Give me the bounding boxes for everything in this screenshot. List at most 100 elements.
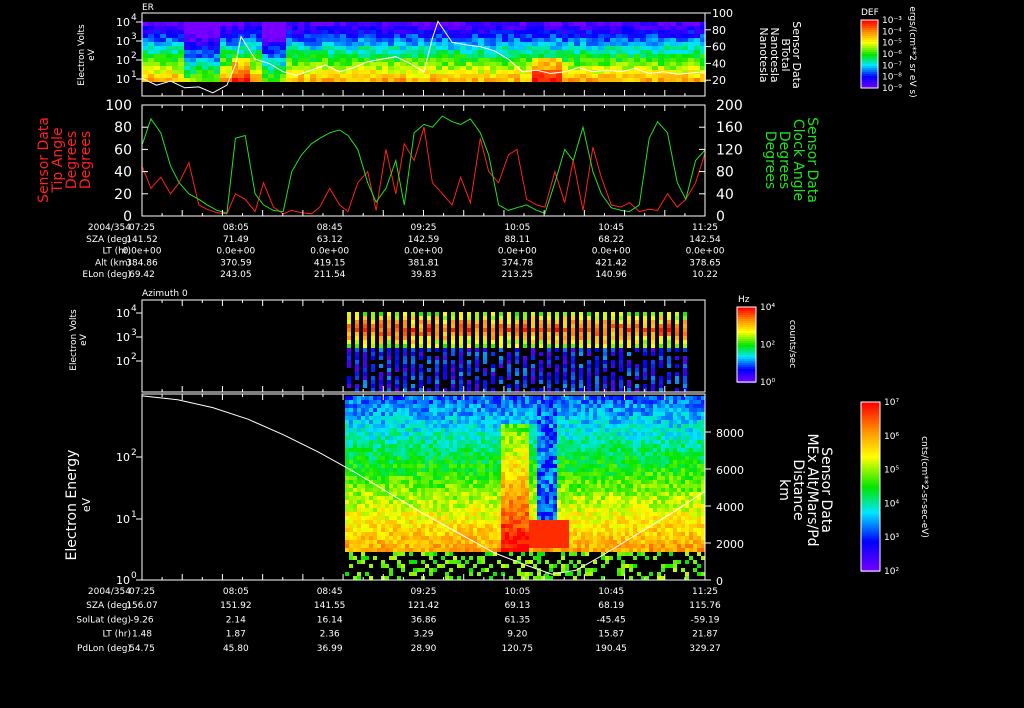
spectrogram-cell bbox=[413, 516, 417, 520]
spectrogram-cell bbox=[529, 484, 533, 488]
spectrogram-cell bbox=[466, 38, 472, 42]
spectrogram-cell bbox=[418, 46, 424, 50]
spectrogram-cell bbox=[485, 484, 489, 488]
spectrogram-cell bbox=[441, 460, 445, 464]
spectrogram-cell bbox=[381, 476, 385, 480]
spectrogram-cell bbox=[509, 532, 513, 536]
spectrogram-cell bbox=[461, 448, 465, 452]
spectrogram-cell bbox=[454, 46, 460, 50]
spectrogram-cell bbox=[676, 34, 682, 38]
spectrogram-cell bbox=[593, 528, 597, 532]
spectrogram-cell bbox=[593, 508, 597, 512]
spectrogram-cell bbox=[385, 512, 389, 516]
spectrogram-cell bbox=[497, 488, 501, 492]
spectrogram-cell bbox=[451, 316, 455, 320]
spectrogram-cell bbox=[553, 516, 557, 520]
spectrogram-cell bbox=[381, 428, 385, 432]
spectrogram-cell bbox=[178, 66, 184, 70]
spectrogram-cell bbox=[394, 30, 400, 34]
spectrogram-cell bbox=[448, 78, 454, 82]
spectrogram-cell bbox=[478, 26, 484, 30]
spectrogram-cell bbox=[441, 500, 445, 504]
spectrogram-cell bbox=[545, 536, 549, 540]
spectrogram-cell bbox=[549, 452, 553, 456]
spectrogram-cell bbox=[389, 476, 393, 480]
spectrogram-cell bbox=[573, 476, 577, 480]
spectrogram-cell bbox=[322, 46, 328, 50]
spectrogram-cell bbox=[520, 62, 526, 66]
spectrogram-cell bbox=[532, 42, 538, 46]
spectrogram-cell bbox=[491, 368, 495, 372]
spectrogram-cell bbox=[469, 480, 473, 484]
spectrogram-cell bbox=[601, 576, 605, 580]
spectrogram-cell bbox=[491, 344, 495, 348]
spectrogram-cell bbox=[316, 54, 322, 58]
spectrogram-cell bbox=[611, 312, 615, 316]
spectrogram-cell bbox=[597, 460, 601, 464]
spectrogram-cell bbox=[361, 400, 365, 404]
spectrogram-cell bbox=[659, 336, 663, 340]
spectrogram-cell bbox=[517, 536, 521, 540]
spectrogram-cell bbox=[413, 568, 417, 572]
spectrogram-cell bbox=[577, 424, 581, 428]
spectrogram-cell bbox=[609, 472, 613, 476]
spectrogram-cell bbox=[385, 476, 389, 480]
spectrogram-cell bbox=[664, 62, 670, 66]
spectrogram-cell bbox=[244, 38, 250, 42]
spectrogram-cell bbox=[377, 544, 381, 548]
spectrogram-cell bbox=[454, 58, 460, 62]
spectrogram-cell bbox=[443, 312, 447, 316]
spectrogram-cell bbox=[397, 488, 401, 492]
spectrogram-cell bbox=[387, 352, 391, 356]
spectrogram-cell bbox=[429, 532, 433, 536]
spectrogram-cell bbox=[481, 436, 485, 440]
spectrogram-cell bbox=[675, 336, 679, 340]
spectrogram-cell bbox=[555, 364, 559, 368]
spectrogram-cell bbox=[587, 332, 591, 336]
spectrogram-cell bbox=[166, 38, 172, 42]
spectrogram-cell bbox=[409, 412, 413, 416]
spectrogram-cell bbox=[358, 50, 364, 54]
spectrogram-cell bbox=[529, 536, 533, 540]
spectrogram-cell bbox=[545, 476, 549, 480]
spectrogram-cell bbox=[389, 484, 393, 488]
spectrogram-cell bbox=[589, 444, 593, 448]
spectrogram-cell bbox=[429, 488, 433, 492]
spectrogram-cell bbox=[603, 344, 607, 348]
spectrogram-cell bbox=[568, 54, 574, 58]
spectrogram-cell bbox=[517, 468, 521, 472]
spectrogram-cell bbox=[605, 560, 609, 564]
spectrogram-cell bbox=[397, 512, 401, 516]
spectrogram-cell bbox=[501, 500, 505, 504]
spectrogram-cell bbox=[651, 328, 655, 332]
spectrogram-cell bbox=[461, 412, 465, 416]
spectrogram-cell bbox=[437, 448, 441, 452]
spectrogram-cell bbox=[467, 312, 471, 316]
spectrogram-cell bbox=[688, 50, 694, 54]
spectrogram-cell bbox=[561, 408, 565, 412]
spectrogram-cell bbox=[373, 472, 377, 476]
spectrogram-cell bbox=[521, 420, 525, 424]
spectrogram-cell bbox=[533, 440, 537, 444]
spectrogram-cell bbox=[465, 524, 469, 528]
spectrogram-cell bbox=[531, 328, 535, 332]
spectrogram-cell bbox=[369, 492, 373, 496]
spectrogram-cell bbox=[214, 58, 220, 62]
spectrogram-cell bbox=[417, 416, 421, 420]
spectrogram-cell bbox=[469, 556, 473, 560]
spectrogram-cell bbox=[508, 54, 514, 58]
spectrogram-cell bbox=[595, 324, 599, 328]
spectrogram-cell bbox=[220, 46, 226, 50]
spectrogram-cell bbox=[429, 476, 433, 480]
spectrogram-cell bbox=[497, 436, 501, 440]
spectrogram-cell bbox=[609, 464, 613, 468]
spectrogram-cell bbox=[537, 552, 541, 556]
spectrogram-cell bbox=[316, 50, 322, 54]
spectrogram-cell bbox=[593, 472, 597, 476]
spectrogram-cell bbox=[659, 376, 663, 380]
spectrogram-cell bbox=[513, 524, 517, 528]
spectrogram-cell bbox=[484, 22, 490, 26]
spectrogram-cell bbox=[593, 544, 597, 548]
spectrogram-cell bbox=[433, 536, 437, 540]
spectrogram-cell bbox=[568, 42, 574, 46]
